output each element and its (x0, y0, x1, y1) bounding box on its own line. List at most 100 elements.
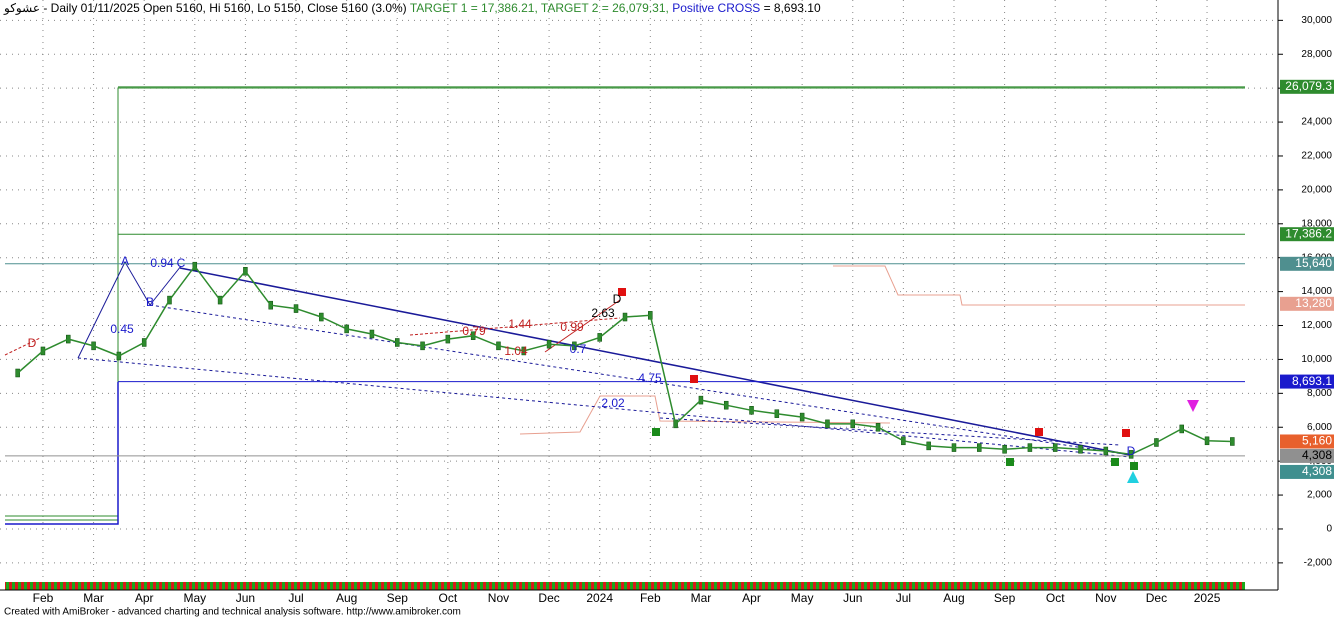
level-tag-label: 8,693.1 (1292, 374, 1332, 388)
level-tag-label: 4,308 (1302, 448, 1332, 462)
level-tag (1280, 374, 1334, 389)
x-tick-label: Sep (387, 591, 409, 605)
pattern-label: 0.45 (110, 322, 134, 336)
trend-lines (4, 87, 1245, 525)
x-tick-label: Apr (742, 591, 761, 605)
pattern-label: 1.44 (508, 317, 532, 331)
cross-step (5, 382, 119, 525)
pattern-line (149, 265, 182, 306)
y-tick-label: 14,000 (1301, 286, 1332, 297)
level-tag (1280, 464, 1334, 479)
level-tag-label: 5,160 (1302, 434, 1332, 448)
y-tick-label: 24,000 (1301, 117, 1332, 128)
level-tag (1280, 448, 1334, 463)
x-tick-label: Apr (135, 591, 154, 605)
y-tick-label: 10,000 (1301, 354, 1332, 365)
x-tick-label: Jun (236, 591, 255, 605)
y-tick-label: 8,000 (1307, 388, 1332, 399)
chart-header: عشوكو - Daily 01/11/2025 Open 5160, Hi 5… (3, 1, 821, 15)
level-tag-label: 4,308 (1302, 464, 1332, 478)
buy-signal (1130, 462, 1138, 470)
x-tick-label: Nov (488, 591, 509, 605)
cross-value: = 8,693.10 (764, 1, 821, 15)
pattern-line (77, 261, 126, 359)
level-tag-label: 15,640 (1295, 256, 1332, 270)
level-tag-label: 26,079.3 (1285, 79, 1332, 93)
x-tick-label: May (791, 591, 814, 605)
targets: TARGET 1 = 17,386.21, TARGET 2 = 26,079.… (410, 1, 669, 15)
level-tag (1280, 296, 1334, 311)
quote-info: - Daily 01/11/2025 Open 5160, Hi 5160, L… (43, 1, 406, 15)
stop-step (519, 395, 891, 435)
marks (5, 86, 1245, 459)
y-tick-label: 6,000 (1307, 422, 1332, 433)
pattern-label: 4.75 (638, 371, 662, 385)
x-tick-label: Oct (1046, 591, 1065, 605)
pattern-label: D (28, 336, 37, 350)
x-tick-label: Sep (994, 591, 1016, 605)
pattern-label: 0.7 (570, 342, 587, 356)
x-tick-label: Jul (288, 591, 303, 605)
x-tick-label: Aug (336, 591, 357, 605)
ticker: عشوكو (3, 1, 40, 15)
pattern-label: A (121, 254, 129, 268)
pattern-label: 1.04 (504, 344, 528, 358)
x-tick-label: 2024 (586, 591, 613, 605)
pattern-label: 0.94 (150, 256, 174, 270)
sell-signal (1122, 429, 1130, 437)
trend-line (179, 267, 1131, 456)
buy-signal (1006, 458, 1014, 466)
x-tick-label: Jul (896, 591, 911, 605)
x-tick-label: Mar (691, 591, 712, 605)
signals (618, 288, 1199, 483)
pattern-label: 0.99 (560, 320, 584, 334)
x-tick-label: Dec (538, 591, 559, 605)
x-tick-label: Feb (640, 591, 661, 605)
pattern-line (124, 261, 151, 306)
sell-signal (618, 288, 626, 296)
pattern-label: C (177, 256, 186, 270)
pattern-line (4, 337, 41, 356)
y-tick-label: 30,000 (1301, 15, 1332, 26)
x-tick-label: Dec (1146, 591, 1167, 605)
x-tick-label: Nov (1095, 591, 1116, 605)
y-tick-label: 20,000 (1301, 185, 1332, 196)
pattern-label: 0.79 (462, 324, 486, 338)
footer: Created with AmiBroker - advanced charti… (4, 607, 461, 618)
pattern-line (544, 299, 621, 353)
volume-strip (5, 582, 1245, 590)
down-arrow (1187, 400, 1199, 412)
level-tag (1280, 79, 1334, 94)
y-tick-label: 12,000 (1301, 320, 1332, 331)
buy-signal (652, 428, 660, 436)
x-tick-label: Aug (943, 591, 964, 605)
stop-step (833, 265, 1245, 306)
pattern-label: 2.02 (601, 396, 625, 410)
sell-signal (690, 375, 698, 383)
x-tick-label: 2025 (1194, 591, 1221, 605)
level-tag (1280, 434, 1334, 449)
price-line (17, 264, 1233, 456)
level-tag (1280, 256, 1334, 271)
x-tick-label: Jun (843, 591, 862, 605)
pattern-label: 2.63 (591, 306, 615, 320)
pattern-line (409, 317, 621, 336)
pattern-label: B (146, 295, 154, 309)
up-arrow (1127, 471, 1139, 483)
price-bar (15, 368, 20, 378)
y-tick-label: 28,000 (1301, 49, 1332, 60)
pattern-label: D (613, 292, 622, 306)
level-tag (1280, 227, 1334, 242)
y-tick-label: -2,000 (1304, 558, 1333, 569)
x-tick-label: Mar (83, 591, 104, 605)
x-tick-label: May (183, 591, 206, 605)
y-tick-label: 18,000 (1301, 218, 1332, 229)
x-tick-label: Oct (439, 591, 458, 605)
level-tag-label: 17,386.2 (1285, 226, 1332, 240)
x-tick-label: Feb (33, 591, 54, 605)
y-tick-label: 22,000 (1301, 151, 1332, 162)
cross-name: Positive CROSS (672, 1, 760, 15)
